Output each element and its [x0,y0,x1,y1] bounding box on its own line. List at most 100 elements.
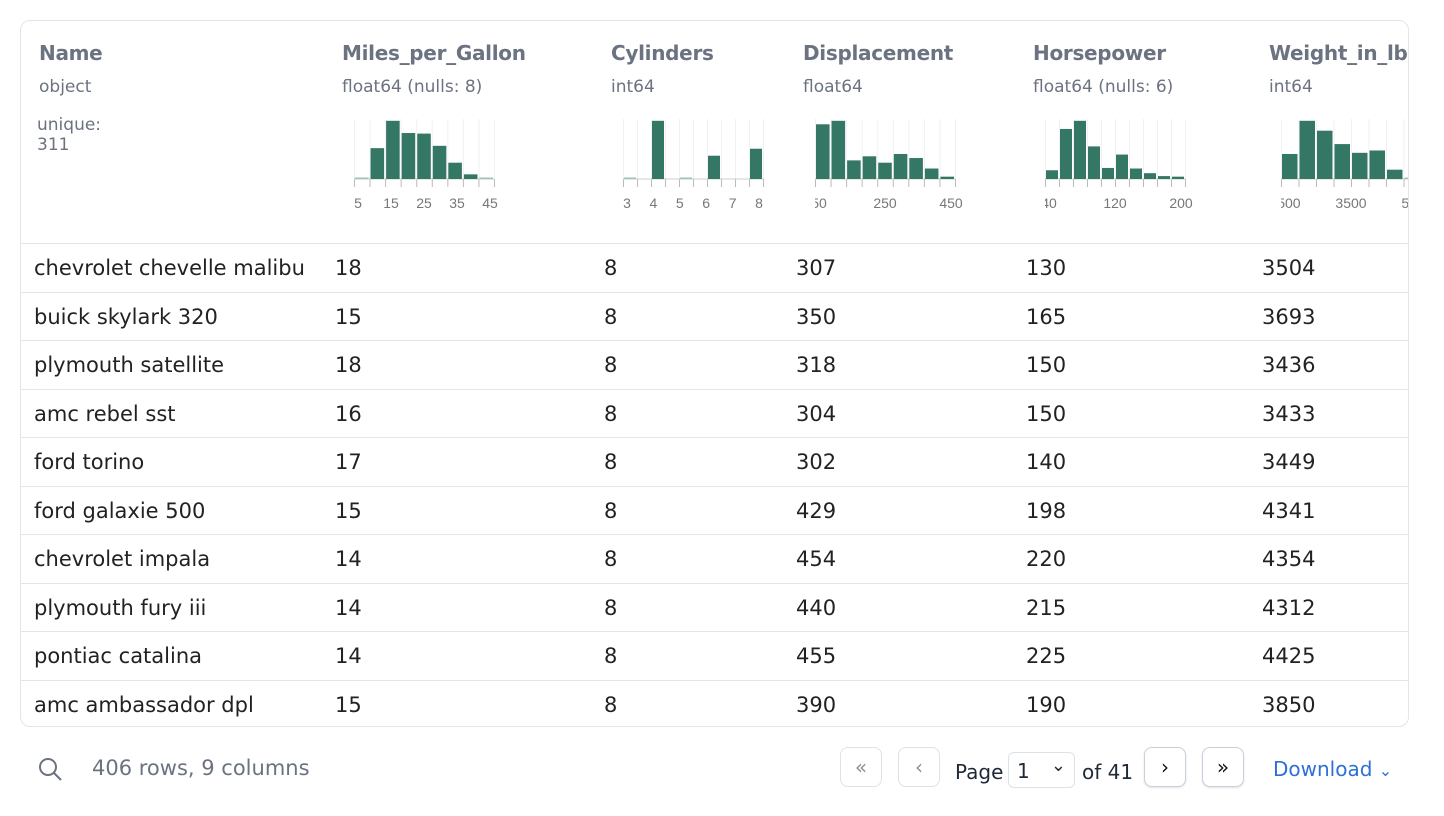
table-cell: 17 [335,450,362,474]
tick-label: 5 [354,195,362,211]
histogram-bar [1046,170,1058,179]
histogram: 1500 3500 5500 [1281,119,1408,211]
table-cell: 165 [1026,304,1067,329]
table-cell: 3504 [1262,256,1316,280]
histogram-bar [708,155,720,179]
histogram-bar [1074,120,1086,179]
table-cell: 390 [796,692,837,717]
column-type: int64 [611,77,655,97]
table-cell: 8 [604,353,618,377]
table-row[interactable]: pontiac catalina 14 8 455 225 4425 [21,632,1408,681]
page-total: of 41 [1082,760,1134,784]
histogram-bar [652,120,664,179]
table-cell: 8 [604,401,618,426]
first-page-button[interactable]: « [840,747,882,787]
table-cell: plymouth fury iii [34,595,207,620]
tick-label: 4 [650,195,658,211]
table-cell: 18 [335,256,362,280]
tick-label: 1500 [1281,195,1301,211]
chevron-right-icon: › [1161,755,1169,779]
table-row[interactable]: plymouth satellite 18 8 318 150 3436 [21,341,1408,390]
column-type: object [39,77,92,97]
histogram-bar [448,162,462,179]
table-cell: 8 [604,450,618,474]
next-page-button[interactable]: › [1144,747,1186,787]
tick-label: 25 [416,195,432,211]
page-select-value: 1 [1017,759,1030,783]
table-cell: 14 [335,644,362,668]
column-name: Displacement [803,41,954,65]
histogram-bar [909,158,923,179]
histogram-bar [1282,153,1298,179]
histogram-bar [432,145,447,179]
table-cell: 304 [796,401,837,426]
search-icon[interactable] [37,756,63,782]
table-row[interactable]: plymouth fury iii 14 8 440 215 4312 [21,584,1408,632]
last-page-button[interactable]: » [1202,747,1244,787]
histogram-bar [1158,176,1170,179]
table-row[interactable]: buick skylark 320 15 8 350 165 3693 [21,293,1408,341]
table-cell: 18 [335,353,362,377]
tick-label: 40 [1045,195,1057,211]
table-cell: 4312 [1262,595,1316,620]
table-cell: 3433 [1262,401,1316,426]
table-cell: 8 [604,304,618,329]
tick-label: 120 [1103,195,1127,211]
tick-label: 450 [939,195,963,211]
histogram-bar [417,133,431,179]
table-cell: 15 [335,498,362,523]
column-type: int64 [1269,77,1313,97]
column-name: Weight_in_lbs [1269,41,1409,65]
page-select[interactable]: 1 ⌄ [1008,752,1075,788]
tick-label: 250 [873,195,897,211]
table-header: Name object unique: 311 Miles_per_Gallon flo… [21,21,1408,244]
histogram-bar [878,162,892,179]
histogram-bar [816,124,830,179]
download-label: Download [1273,757,1373,781]
table-cell: 8 [604,547,618,571]
table-cell: 302 [796,450,837,474]
table-cell: 4341 [1262,498,1316,523]
table-cell: 130 [1026,256,1067,280]
table-row[interactable]: ford torino 17 8 302 140 3449 [21,438,1408,487]
histogram-bar [847,160,861,179]
tick-label: 35 [449,195,465,211]
table-row[interactable]: ford galaxie 500 15 8 429 198 4341 [21,487,1408,535]
tick-label: 8 [755,195,763,211]
table-row[interactable]: amc rebel sst 16 8 304 150 3433 [21,390,1408,438]
table-row[interactable]: chevrolet chevelle malibu 18 8 307 130 3504 [21,244,1408,293]
unique-count: unique: 311 [37,115,102,155]
histogram-bar [386,120,400,179]
tick-label: 15 [383,195,399,211]
table-row[interactable]: chevrolet impala 14 8 454 220 4354 [21,535,1408,584]
table-cell: 455 [796,644,837,668]
table-cell: 8 [604,256,618,280]
table-row[interactable]: amc ambassador dpl 15 8 390 190 3850 [21,681,1408,727]
tick-label: 200 [1169,195,1193,211]
table-cell: 215 [1026,595,1067,620]
histogram-bar [463,174,478,179]
histogram-bar [940,176,954,179]
table-cell: 150 [1026,353,1067,377]
table-cell: 16 [335,401,362,426]
table-cell: buick skylark 320 [34,304,218,329]
column-type: float64 [803,77,863,97]
histogram-bar [1060,128,1072,179]
tick-label: 3500 [1335,195,1366,211]
table-cell: chevrolet impala [34,547,211,571]
column-name: Horsepower [1033,41,1166,65]
histogram: 40 120 200 [1045,119,1193,211]
histogram-bar [1352,152,1368,179]
download-button[interactable]: Download ⌄ [1273,757,1392,781]
table-cell: 3693 [1262,304,1316,329]
table-cell: 3449 [1262,450,1316,474]
table-cell: ford galaxie 500 [34,498,206,523]
table-cell: 190 [1026,692,1067,717]
histogram-bar [1130,168,1142,179]
tick-label: 6 [702,195,710,211]
table-cell: 15 [335,692,362,717]
histogram-bar [680,177,692,179]
previous-page-button[interactable]: ‹ [898,747,940,787]
histogram-bar [750,148,762,179]
histogram-bar [1144,173,1156,179]
